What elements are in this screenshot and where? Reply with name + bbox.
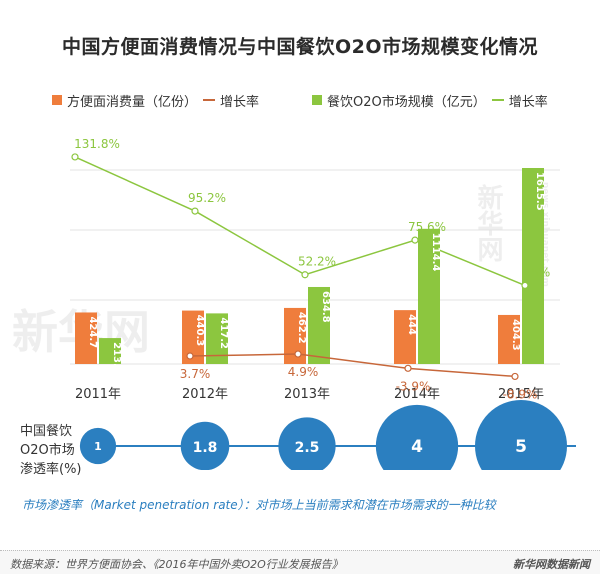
noodle-bar-0 [75, 312, 97, 364]
x-tick-label-3: 2014年 [394, 387, 440, 402]
o2o-bar-label-1: 417.2 [218, 317, 229, 349]
legend-label-o2o-bar: 餐饮O2O市场规模（亿元） [327, 94, 486, 110]
noodle-bar-label-3: 444 [406, 314, 417, 335]
o2o-growth-point-1 [191, 207, 199, 215]
chart-area: 424.7 213.7 2011年 440.3 417.2 2012年 462.2 634.8… [70, 137, 576, 470]
o2o-growth-label-2: 52.2% [298, 255, 336, 269]
penetration-value-3: 4 [411, 437, 423, 457]
noodle-growth-line [189, 353, 516, 378]
legend-label-noodle-bar: 方便面消费量（亿份） [67, 94, 198, 110]
legend-label-noodle-line: 增长率 [220, 94, 260, 110]
o2o-bar-0 [99, 338, 121, 364]
footer: 数据来源：世界方便面协会、《2016年中国外卖O2O行业发展报告》 新华网数据新… [0, 550, 600, 574]
penetration-bubble-0 [79, 427, 117, 465]
o2o-bar-label-4: 1615.5 [534, 172, 545, 211]
legend-swatch-o2o [312, 95, 322, 105]
noodle-growth-point-2 [294, 350, 302, 358]
legend-o2o: 餐饮O2O市场规模（亿元） 增长率 [312, 92, 548, 110]
x-tick-label-4: 2015年 [498, 387, 544, 402]
watermark-url: news.xinhuanet.com [540, 182, 550, 287]
noodle-growth-point-3 [404, 364, 412, 372]
noodle-bar-4 [498, 314, 520, 364]
growth-lines [71, 153, 529, 381]
penetration-label-line-2: O2O市场 [20, 443, 75, 458]
legend-label-o2o-line: 增长率 [508, 94, 548, 110]
penetration-bubble-2 [278, 417, 336, 470]
legend-line-noodle [203, 99, 216, 101]
noodle-bar-2 [284, 307, 306, 364]
x-tick-label-0: 2011年 [75, 387, 121, 402]
noodle-growth-label-3: -3.9% [396, 379, 431, 393]
penetration-label-line-1: 中国餐饮 [20, 424, 73, 439]
o2o-bar-label-2: 634.8 [320, 291, 331, 323]
noodle-bar-1 [182, 310, 204, 364]
x-tick-label-2: 2013年 [284, 387, 330, 402]
penetration-bubble-1 [180, 421, 230, 470]
noodle-bar-label-0: 424.7 [87, 316, 98, 348]
o2o-bar-2 [308, 286, 330, 364]
penetration-bubble-4 [475, 400, 567, 470]
o2o-growth-label-1: 95.2% [188, 191, 226, 205]
legend-noodle: 方便面消费量（亿份） 增长率 [52, 92, 260, 110]
noodle-bar-label-1: 440.3 [194, 315, 205, 347]
penetration-value-0: 1 [94, 440, 102, 453]
legend-swatch-noodle [52, 95, 62, 105]
o2o-growth-point-0 [71, 153, 79, 161]
noodle-bar-3 [394, 310, 416, 364]
o2o-growth-point-3 [411, 236, 419, 244]
data-labels: 424.7 213.7 2011年 440.3 417.2 2012年 462.2 634.8… [74, 137, 550, 402]
o2o-growth-point-2 [301, 271, 309, 279]
o2o-growth-label-3: 75.6% [408, 220, 446, 234]
brand-name: 新华网数据新闻 [513, 558, 590, 571]
penetration-note: 市场渗透率（Market penetration rate）：对市场上当前需求和… [22, 498, 496, 512]
penetration-row: 1 1.8 2.5 4 5 [79, 400, 576, 470]
penetration-value-4: 5 [515, 437, 527, 457]
watermark-small: 新华网 [473, 184, 503, 262]
o2o-growth-point-4 [521, 281, 529, 289]
penetration-bubble-3 [375, 404, 459, 470]
noodle-growth-label-1: 3.7% [180, 367, 211, 381]
noodle-bar-label-4: 404.3 [510, 319, 521, 351]
noodle-growth-point-4 [511, 372, 519, 381]
noodle-growth-point-1 [186, 352, 194, 360]
o2o-bar-1 [206, 313, 228, 364]
noodle-growth-label-4: -8.9% [503, 387, 538, 401]
penetration-value-2: 2.5 [295, 440, 320, 456]
legend-line-o2o [491, 99, 504, 101]
o2o-growth-label-4: 45% [524, 265, 551, 279]
o2o-bar-4 [522, 168, 544, 364]
o2o-bar-label-3: 1114.4 [430, 233, 441, 272]
data-source: 数据来源：世界方便面协会、《2016年中国外卖O2O行业发展报告》 [10, 558, 343, 571]
chart-title: 中国方便面消费情况与中国餐饮O2O市场规模变化情况 [61, 36, 539, 58]
noodle-growth-label-2: 4.9% [288, 365, 319, 379]
o2o-growth-label-0: 131.8% [74, 137, 120, 151]
o2o-bar-label-0: 213.7 [111, 342, 122, 374]
noodle-bar-label-2: 462.2 [296, 312, 307, 344]
penetration-label-line-3: 渗透率(%) [20, 462, 82, 477]
o2o-bar-3 [418, 228, 440, 364]
bars [75, 168, 544, 364]
penetration-value-1: 1.8 [193, 440, 218, 456]
x-tick-label-1: 2012年 [182, 387, 228, 402]
